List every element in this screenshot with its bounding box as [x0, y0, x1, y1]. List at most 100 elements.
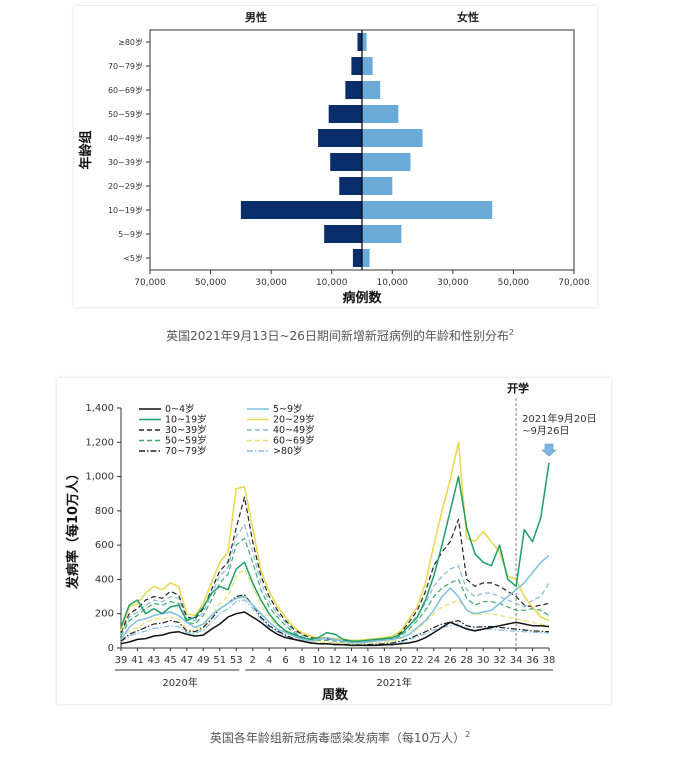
male-bar — [328, 105, 362, 123]
age-group-tick-label: 60~69岁 — [108, 85, 143, 95]
female-bar — [362, 153, 411, 171]
female-bar — [362, 201, 493, 219]
male-bar — [330, 153, 362, 171]
x-tick-label: 10,000 — [316, 278, 348, 288]
x-tick-label: 12 — [329, 655, 342, 666]
chart1-caption: 英国2021年9月13日~26日期间新增新冠病例的年龄和性别分布2 — [0, 327, 680, 344]
y-tick-label: 1,000 — [85, 472, 114, 483]
series-line-0 — [120, 611, 550, 647]
y-tick-label: 800 — [95, 506, 114, 517]
age-group-tick-label: 20~29岁 — [108, 181, 143, 191]
down-arrow-icon — [541, 443, 557, 457]
age-group-tick-label: 50~59岁 — [108, 109, 143, 119]
series-line-5 — [120, 524, 550, 643]
female-bar — [362, 57, 373, 75]
male-bar — [240, 201, 362, 219]
female-header-label: 女性 — [457, 10, 479, 24]
legend-label: 30~39岁 — [165, 424, 207, 436]
x-tick-label: 14 — [345, 655, 358, 666]
female-bar — [362, 105, 399, 123]
x-tick-label: 41 — [131, 655, 144, 666]
date-annotation-line2: ~9月26日 — [522, 425, 569, 437]
male-bar — [339, 177, 362, 195]
x-tick-label: 28 — [460, 655, 473, 666]
date-annotation-line1: 2021年9月20日 — [522, 412, 597, 425]
x-tick-label: 26 — [444, 655, 457, 666]
age-sex-pyramid-chart: 男性 女性 ≥80岁 70~79岁 60~69岁 50~59岁 40~49岁 30~39岁 20… — [78, 10, 590, 306]
year-label-2020: 2020年 — [162, 676, 197, 689]
y-tick-label: 400 — [95, 574, 114, 585]
x-tick-label: 10 — [312, 655, 325, 666]
x-tick-label: 2 — [250, 655, 256, 666]
x-tick-label: 24 — [427, 655, 440, 666]
x-axis-title: 病例数 — [342, 290, 382, 306]
x-tick-label: 22 — [411, 655, 424, 666]
female-bar — [362, 33, 367, 51]
age-group-tick-label: 70~79岁 — [108, 61, 143, 71]
x-tick-label: 70,000 — [558, 278, 590, 288]
x-tick-label: 10,000 — [377, 278, 409, 288]
female-bar — [362, 249, 370, 267]
chart1-caption-ref: 2 — [508, 328, 514, 337]
male-bar — [357, 33, 362, 51]
y-tick-label: 600 — [95, 540, 114, 551]
age-group-tick-label: 40~49岁 — [108, 133, 143, 143]
x-tick-label: 43 — [148, 655, 161, 666]
x-tick-label: 47 — [180, 655, 193, 666]
male-bar — [345, 81, 362, 99]
x-tick-label: 32 — [493, 655, 506, 666]
x-tick-label: 30 — [477, 655, 490, 666]
x-tick-label: 50,000 — [498, 278, 530, 288]
legend-label: 20~29岁 — [273, 414, 315, 426]
age-group-tick-label: 10~19岁 — [108, 205, 143, 215]
x-tick-label: 39 — [115, 655, 128, 666]
x-tick-label: 45 — [164, 655, 177, 666]
chart1-caption-text: 英国2021年9月13日~26日期间新增新冠病例的年龄和性别分布 — [166, 329, 509, 343]
x-tick-label: 53 — [230, 655, 243, 666]
y-tick-label: 200 — [95, 609, 114, 620]
x-tick-label: 18 — [378, 655, 391, 666]
male-bar — [324, 225, 362, 243]
female-bar — [362, 177, 393, 195]
legend-label: 0~4岁 — [165, 403, 195, 415]
incidence-chart-panel: 0 200 400 600 800 1,000 1,200 1,400 39 41 43 45 47 49… — [57, 378, 611, 704]
x-tick-label: 8 — [299, 655, 305, 666]
female-bar — [362, 225, 402, 243]
male-bar — [352, 249, 362, 267]
legend-label: >80岁 — [273, 445, 303, 457]
age-group-tick-label: ≥80岁 — [118, 37, 143, 47]
chart2-caption-ref: 2 — [465, 730, 471, 739]
male-bar — [351, 57, 362, 75]
x-tick-label: 34 — [510, 655, 523, 666]
chart2-caption: 英国各年龄组新冠病毒感染发病率（每10万人）2 — [0, 729, 680, 746]
series-line-2 — [120, 462, 550, 642]
x-tick-label: 6 — [282, 655, 288, 666]
y-tick-label: 1,400 — [85, 403, 114, 414]
legend-label: 5~9岁 — [273, 403, 303, 415]
x-tick-label: 49 — [197, 655, 210, 666]
year-label-2021: 2021年 — [376, 676, 411, 689]
legend: 0~4岁 5~9岁 10~19岁 20~29岁 30~39岁 40~49岁 50~59岁 60… — [139, 403, 315, 457]
age-group-tick-label: 5~9岁 — [118, 229, 143, 239]
female-bar — [362, 81, 381, 99]
incidence-line-chart: 0 200 400 600 800 1,000 1,200 1,400 39 41 43 45 47 49… — [65, 381, 597, 703]
x-tick-label: 51 — [213, 655, 226, 666]
y-tick-label: 1,200 — [85, 437, 114, 448]
x-tick-label: 20 — [394, 655, 407, 666]
x-tick-label: 30,000 — [255, 278, 287, 288]
x-tick-label: 50,000 — [195, 278, 227, 288]
x-tick-label: 4 — [266, 655, 272, 666]
series-line-1 — [120, 554, 550, 644]
legend-label: 40~49岁 — [273, 424, 315, 436]
date-annotation: 2021年9月20日~9月26日 — [522, 412, 597, 437]
legend-label: 70~79岁 — [165, 445, 207, 457]
chart2-caption-text: 英国各年龄组新冠病毒感染发病率（每10万人） — [209, 731, 466, 745]
male-header-label: 男性 — [245, 10, 267, 24]
age-group-tick-label: 30~39岁 — [108, 157, 143, 167]
series-line-6 — [120, 537, 550, 644]
pyramid-chart-panel: 男性 女性 ≥80岁 70~79岁 60~69岁 50~59岁 40~49岁 30~39岁 20… — [74, 6, 597, 307]
y-tick-label: 0 — [108, 643, 114, 654]
legend-label: 60~69岁 — [273, 435, 315, 447]
x-tick-label: 30,000 — [437, 278, 469, 288]
age-group-tick-label: <5岁 — [123, 253, 143, 263]
